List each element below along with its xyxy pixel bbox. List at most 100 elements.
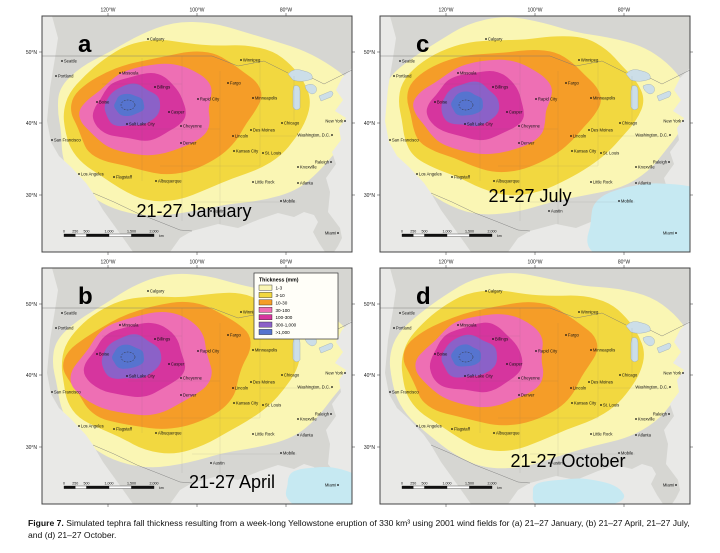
city-label: Denver [183, 393, 197, 398]
city-dot [155, 432, 157, 434]
scale-bar-label: 500 [84, 482, 90, 486]
city-label: San Francisco [392, 138, 419, 143]
city-label: Los Angeles [81, 424, 104, 429]
city-dot [571, 402, 573, 404]
city-label: Salt Lake City [129, 122, 156, 127]
city-dot [635, 182, 637, 184]
longitude-label: 80°W [280, 260, 293, 266]
city-dot [635, 166, 637, 168]
city-dot [126, 123, 128, 125]
city-marker: Los Angeles [78, 424, 104, 429]
city-marker: St. Louis [262, 151, 281, 156]
city-label: Kansas City [236, 149, 259, 154]
city-label: Washington, D.C. [635, 133, 668, 138]
latitude-label: 30°N [364, 445, 375, 451]
city-marker: Flagstaff [451, 427, 471, 432]
city-marker: Boise [96, 100, 110, 105]
national-borders [380, 55, 690, 232]
scale-bar-label: 1,000 [105, 230, 114, 234]
legend-entry-label: >1,000 [276, 330, 291, 335]
city-marker: Albuquerque [155, 431, 182, 436]
city-label: Albuquerque [496, 179, 520, 184]
city-label: Rapid City [200, 97, 220, 102]
city-label: Missoula [460, 323, 477, 328]
map-panel-svg-d: Calgary Seattle Portland Missoula Billings Bo… [364, 260, 693, 507]
city-label: Miami [325, 231, 336, 236]
city-label: Little Rock [255, 180, 275, 185]
legend-swatch [258, 299, 273, 306]
longitude-label: 80°W [280, 8, 293, 14]
scale-bar-label: 0 [63, 230, 65, 234]
pacific-ocean [42, 16, 133, 252]
city-label: San Francisco [54, 138, 81, 143]
scale-bar-label: 500 [422, 482, 428, 486]
city-marker: Lincoln [232, 386, 249, 391]
city-label: Flagstaff [454, 175, 471, 180]
city-marker: San Francisco [389, 138, 419, 143]
city-marker: Chicago [619, 121, 638, 126]
city-marker: Little Rock [590, 432, 613, 437]
city-label: Casper [509, 362, 523, 367]
national-borders [42, 55, 352, 232]
city-marker: Fargo [565, 81, 580, 86]
legend: Thickness (mm) 1-3 3-10 10-30 30-100 100-300 3… [253, 272, 339, 340]
city-label: Los Angeles [419, 424, 442, 429]
city-dot [78, 173, 80, 175]
city-marker: Fargo [227, 333, 242, 338]
city-marker: Little Rock [590, 180, 613, 185]
city-dot [233, 150, 235, 152]
city-label: Austin [551, 461, 563, 466]
panel-letter: c [416, 31, 429, 58]
scale-bar-label: 250 [72, 482, 78, 486]
city-marker: Fargo [227, 81, 242, 86]
city-marker: Miami [663, 483, 677, 488]
city-dot [669, 386, 671, 388]
city-label: San Francisco [392, 390, 419, 395]
city-dot [197, 98, 199, 100]
city-marker: Minneapolis [590, 348, 615, 353]
city-label: Knoxville [638, 417, 655, 422]
city-marker: Billings [492, 337, 508, 342]
pacific-ocean [380, 16, 471, 252]
city-label: Billings [157, 85, 170, 90]
great-lake [287, 69, 313, 82]
city-dot [55, 75, 57, 77]
city-dot [492, 338, 494, 340]
great-lake [642, 336, 655, 347]
city-marker: Casper [168, 110, 185, 115]
city-label: Winnipeg [581, 310, 599, 315]
city-dot [668, 161, 670, 163]
city-marker: Flagstaff [113, 175, 133, 180]
figure-caption-label: Figure 7. [28, 518, 64, 528]
caldera-outline [458, 99, 474, 111]
scale-bar-label: 500 [84, 230, 90, 234]
trace-deposit-area [285, 466, 352, 504]
map-panel-d: Calgary Seattle Portland Missoula Billings Bo… [364, 258, 694, 510]
latitude-label: 40°N [364, 373, 375, 379]
state-borders [102, 308, 332, 476]
city-label: Cheyenne [183, 376, 203, 381]
city-dot [518, 142, 520, 144]
city-dot [434, 101, 436, 103]
city-marker: Minneapolis [252, 96, 277, 101]
scale-bar-label: 1,500 [465, 230, 474, 234]
city-label: Calgary [150, 289, 165, 294]
city-marker: Des Moines [588, 128, 613, 133]
city-label: Salt Lake City [129, 374, 156, 379]
city-dot [227, 82, 229, 84]
city-label: Billings [495, 85, 508, 90]
scale-bar-label: 500 [422, 230, 428, 234]
city-dot [297, 418, 299, 420]
city-marker: Little Rock [252, 432, 275, 437]
city-label: Lincoln [573, 134, 587, 139]
city-dot [493, 432, 495, 434]
city-label: Denver [183, 141, 197, 146]
state-borders [440, 308, 670, 476]
city-marker: Miami [325, 231, 339, 236]
city-marker: Denver [518, 141, 535, 146]
legend-swatch [258, 284, 273, 291]
city-marker: Lincoln [232, 134, 249, 139]
map-panel-svg-c: Calgary Seattle Portland Missoula Billings Bo… [364, 8, 693, 255]
city-dot [113, 176, 115, 178]
city-dot [119, 324, 121, 326]
